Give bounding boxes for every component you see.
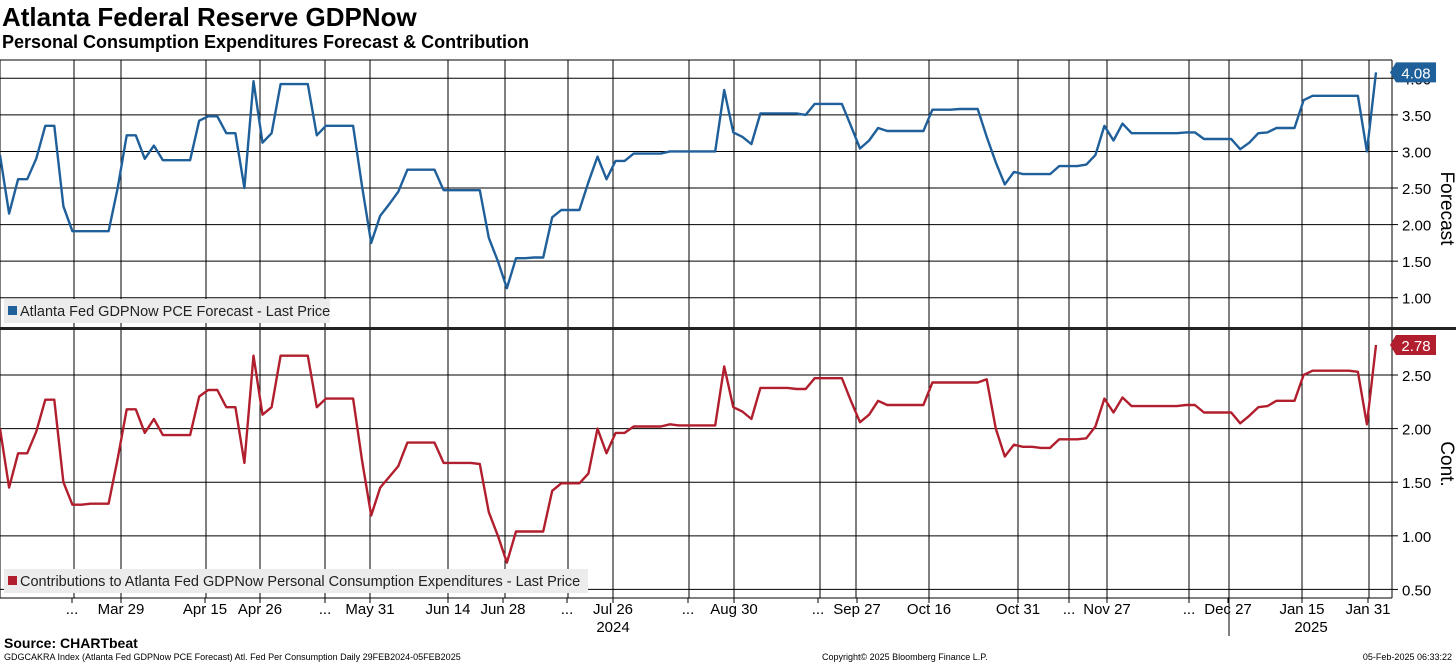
y-tick-label: 1.00 (1402, 291, 1431, 308)
y-axis-label: Cont. (1436, 441, 1456, 486)
x-tick-label: Jun 28 (480, 601, 525, 618)
x-tick-label: ... (1183, 601, 1196, 618)
x-tick-label: Apr 26 (238, 601, 282, 618)
y-tick-label: 3.50 (1402, 108, 1431, 125)
y-tick-label: 2.00 (1402, 218, 1431, 235)
y-tick-label: 2.50 (1402, 368, 1431, 385)
copyright: Copyright© 2025 Bloomberg Finance L.P. (822, 652, 988, 662)
last-value-label: 4.08 (1401, 65, 1430, 82)
legend-label: Contributions to Atlanta Fed GDPNow Pers… (20, 574, 580, 590)
y-tick-label: 2.50 (1402, 181, 1431, 198)
legend-background (4, 299, 330, 323)
timestamp: 05-Feb-2025 06:33:22 (1362, 652, 1452, 662)
legend-swatch (8, 306, 17, 315)
y-tick-label: 1.50 (1402, 475, 1431, 492)
x-tick-label: Oct 31 (996, 601, 1040, 618)
chart-subtitle: Personal Consumption Expenditures Foreca… (2, 32, 530, 52)
x-tick-label: ... (66, 601, 79, 618)
x-tick-label: Aug 30 (710, 601, 758, 618)
x-tick-label: Jul 26 (593, 601, 633, 618)
x-tick-label: May 31 (345, 601, 394, 618)
x-tick-label: Mar 29 (98, 601, 145, 618)
y-tick-label: 3.00 (1402, 144, 1431, 161)
x-tick-label: Jan 15 (1279, 601, 1324, 618)
legend: Contributions to Atlanta Fed GDPNow Pers… (4, 569, 588, 593)
x-year-label: 2024 (596, 619, 629, 636)
y-tick-label: 2.00 (1402, 422, 1431, 439)
x-tick-label: Jun 14 (425, 601, 470, 618)
x-tick-label: ... (561, 601, 574, 618)
x-tick-label: ... (319, 601, 332, 618)
source-label: Source: CHARTbeat (4, 635, 138, 651)
legend-background (4, 569, 588, 593)
legend-label: Atlanta Fed GDPNow PCE Forecast - Last P… (20, 304, 330, 320)
contribution-series-line (0, 344, 1378, 564)
x-tick-label: Dec 27 (1204, 601, 1252, 618)
last-value-badge (1390, 335, 1436, 356)
last-value-badge (1390, 62, 1436, 83)
x-tick-label: ... (812, 601, 825, 618)
forecast-panel: 1.001.502.002.503.003.504.004.08Forecast… (0, 60, 1456, 327)
legend-swatch (8, 576, 17, 585)
x-tick-label: ... (682, 601, 695, 618)
y-tick-label: 1.50 (1402, 254, 1431, 271)
index-info: GDGCAKRA Index (Atlanta Fed GDPNow PCE F… (4, 652, 461, 662)
x-tick-label: Sep 27 (833, 601, 881, 618)
y-axis-label: Forecast (1436, 172, 1456, 247)
y-tick-label: 1.00 (1402, 529, 1431, 546)
legend: Atlanta Fed GDPNow PCE Forecast - Last P… (4, 299, 330, 323)
x-year-label: 2025 (1294, 619, 1327, 636)
x-axis: ... Mar 29 Apr 15 Apr 26... May 31 Jun 14 Jun … (0, 597, 1392, 636)
x-tick-label: Nov 27 (1083, 601, 1131, 618)
x-tick-label: Oct 16 (907, 601, 951, 618)
x-tick-label: ... (1063, 601, 1076, 618)
contribution-panel: 0.50 1.00 1.50 2.00 2.50 2.78 Cont. Contributio… (0, 330, 1456, 599)
x-tick-label: Apr 15 (183, 601, 227, 618)
forecast-series-line (0, 72, 1378, 290)
x-tick-label: Jan 31 (1345, 601, 1390, 618)
last-value-label: 2.78 (1401, 338, 1430, 355)
chart-title: Atlanta Federal Reserve GDPNow (2, 2, 417, 32)
y-tick-label: 0.50 (1402, 582, 1431, 599)
